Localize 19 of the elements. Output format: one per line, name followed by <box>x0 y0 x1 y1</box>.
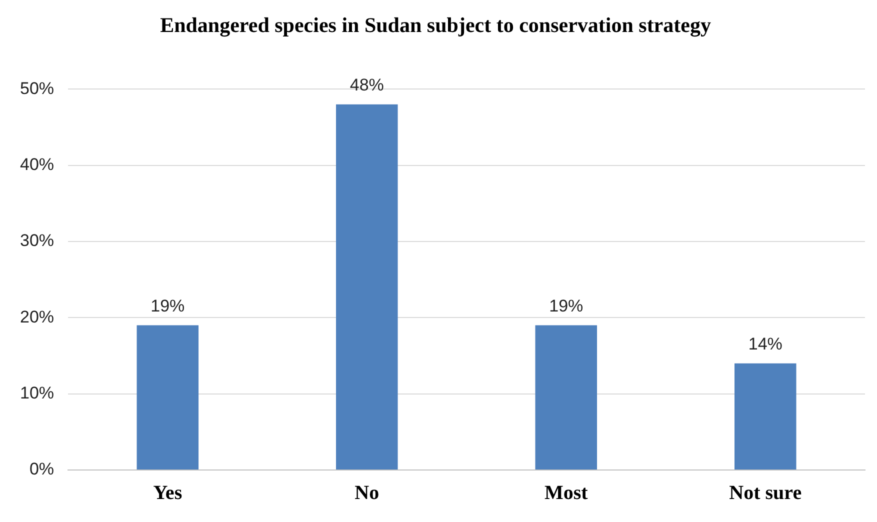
x-tick-label: No <box>354 482 380 504</box>
data-label: 19% <box>549 296 584 316</box>
y-tick-label: 40% <box>20 155 54 174</box>
y-tick-label: 20% <box>20 307 54 326</box>
x-tick-label: Not sure <box>729 482 802 504</box>
bar <box>136 325 199 470</box>
y-tick-label: 50% <box>20 78 54 98</box>
y-tick-label: 10% <box>20 384 54 403</box>
y-tick-label: 0% <box>29 460 54 479</box>
x-tick-label: Most <box>544 482 588 504</box>
x-tick-label: Yes <box>153 482 182 504</box>
bar <box>734 363 796 470</box>
data-label: 19% <box>150 296 185 316</box>
bar <box>535 325 598 470</box>
bar <box>336 104 398 470</box>
chart-title: Endangered species in Sudan subject to conservation strategy <box>160 13 712 38</box>
data-label: 48% <box>350 76 384 95</box>
y-tick-label: 30% <box>20 231 54 250</box>
data-label: 14% <box>748 334 782 354</box>
